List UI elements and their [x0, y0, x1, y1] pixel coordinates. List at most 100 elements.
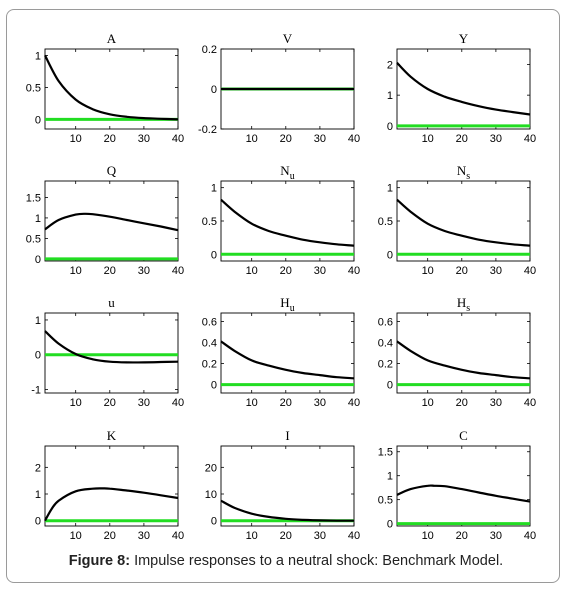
x-tick-label: 10 [422, 397, 434, 409]
x-tick-label: 30 [490, 530, 502, 542]
x-tick-label: 40 [524, 397, 536, 409]
panel-title: Hs [457, 295, 470, 314]
x-tick-label: 20 [456, 265, 468, 277]
y-tick-label: 1.5 [26, 192, 41, 204]
y-tick-label: 0 [35, 114, 41, 126]
y-tick-label: 0 [387, 249, 393, 261]
axes-box [396, 180, 531, 262]
x-tick-label: 40 [172, 133, 184, 145]
y-tick-label: 0 [387, 380, 393, 392]
y-tick-label: 1 [35, 213, 41, 225]
panel-title-main: Q [107, 163, 117, 178]
axes-box [396, 48, 531, 130]
panel-i: I 10 20 30 40 0 10 20 [205, 428, 360, 542]
impulse-response-line [44, 487, 179, 522]
panel-title: Hu [280, 295, 294, 314]
y-tick-label: 20 [205, 462, 217, 474]
panel-title: I [285, 428, 289, 443]
x-tick-label: 20 [104, 265, 116, 277]
x-tick-label: 10 [422, 265, 434, 277]
impulse-response-line [396, 198, 531, 247]
panel-title-main: H [280, 295, 289, 310]
y-tick-label: 0.6 [378, 316, 393, 328]
x-tick-label: 30 [138, 530, 150, 542]
panel-u: u 10 20 30 40 -1 0 1 [31, 295, 184, 409]
panel-a: A 10 20 30 40 0 0.5 1 [26, 31, 184, 145]
impulse-response-line [220, 499, 354, 522]
x-tick-label: 40 [524, 265, 536, 277]
axes-box [396, 445, 531, 527]
y-tick-label: 2 [35, 462, 41, 474]
x-tick-label: 20 [280, 397, 292, 409]
x-tick-label: 10 [70, 133, 82, 145]
y-tick-label: 0.5 [26, 233, 41, 245]
x-tick-label: 40 [348, 397, 360, 409]
x-tick-label: 40 [348, 133, 360, 145]
y-tick-label: 0.2 [202, 44, 217, 56]
x-tick-label: 20 [104, 397, 116, 409]
panel-ns: Ns 10 20 30 40 0 0.5 1 [378, 163, 536, 277]
panel-title-main: I [285, 428, 289, 443]
panel-title: Y [459, 31, 469, 46]
x-tick-label: 30 [138, 265, 150, 277]
x-tick-label: 40 [172, 530, 184, 542]
impulse-response-line [396, 340, 531, 380]
panel-title-main: H [457, 295, 466, 310]
y-tick-label: 0 [35, 350, 41, 362]
panel-title: u [108, 295, 115, 310]
x-tick-label: 40 [524, 530, 536, 542]
x-tick-label: 10 [70, 530, 82, 542]
panel-title: Nu [280, 163, 294, 182]
panel-title-subscript: s [466, 303, 470, 314]
panel-title-subscript: s [466, 171, 470, 182]
axes-box [44, 312, 179, 394]
x-tick-label: 40 [172, 397, 184, 409]
x-tick-label: 10 [422, 133, 434, 145]
panel-hs: Hs 10 20 30 40 0 0.2 0.4 0.6 [378, 295, 536, 409]
axes-box [220, 180, 355, 262]
impulse-response-line [396, 484, 531, 503]
x-tick-label: 10 [70, 397, 82, 409]
panel-title-subscript: u [290, 303, 295, 314]
x-tick-label: 40 [348, 265, 360, 277]
axes-box [44, 48, 179, 130]
panel-v: V 10 20 30 40 -0.2 0 0.2 [198, 31, 360, 145]
y-tick-label: 1 [35, 315, 41, 327]
panel-title: A [107, 31, 117, 46]
impulse-response-line [44, 330, 179, 364]
x-tick-label: 30 [490, 397, 502, 409]
y-tick-label: 0.5 [378, 216, 393, 228]
y-tick-label: 0.6 [202, 316, 217, 328]
x-tick-label: 30 [314, 133, 326, 145]
axes-box [220, 312, 355, 394]
panel-title: C [459, 428, 468, 443]
panel-k: K 10 20 30 40 0 1 2 [35, 428, 184, 542]
x-tick-label: 10 [246, 265, 258, 277]
x-tick-label: 30 [138, 133, 150, 145]
y-tick-label: 0.5 [26, 82, 41, 94]
panel-title-main: C [459, 428, 468, 443]
y-tick-label: 0 [387, 519, 393, 531]
y-tick-label: 0 [211, 249, 217, 261]
y-tick-label: 10 [205, 489, 217, 501]
panel-hu: Hu 10 20 30 40 0 0.2 0.4 0.6 [202, 295, 360, 409]
panel-title-main: u [108, 295, 115, 310]
impulse-response-line [44, 54, 179, 121]
figure-caption: Figure 8: Impulse responses to a neutral… [0, 553, 572, 569]
figure-caption-text: Impulse responses to a neutral shock: Be… [134, 553, 504, 569]
axes-box [44, 445, 179, 527]
y-tick-label: 0.5 [202, 216, 217, 228]
x-tick-label: 10 [70, 265, 82, 277]
impulse-response-line [396, 62, 531, 116]
panel-title-main: V [283, 31, 293, 46]
y-tick-label: 1 [211, 183, 217, 195]
y-tick-label: 1 [35, 489, 41, 501]
y-tick-label: 1 [387, 183, 393, 195]
x-tick-label: 20 [456, 397, 468, 409]
x-tick-label: 10 [246, 530, 258, 542]
x-tick-label: 10 [246, 397, 258, 409]
y-tick-label: 0 [35, 254, 41, 266]
y-tick-label: 1.5 [378, 447, 393, 459]
x-tick-label: 20 [280, 265, 292, 277]
